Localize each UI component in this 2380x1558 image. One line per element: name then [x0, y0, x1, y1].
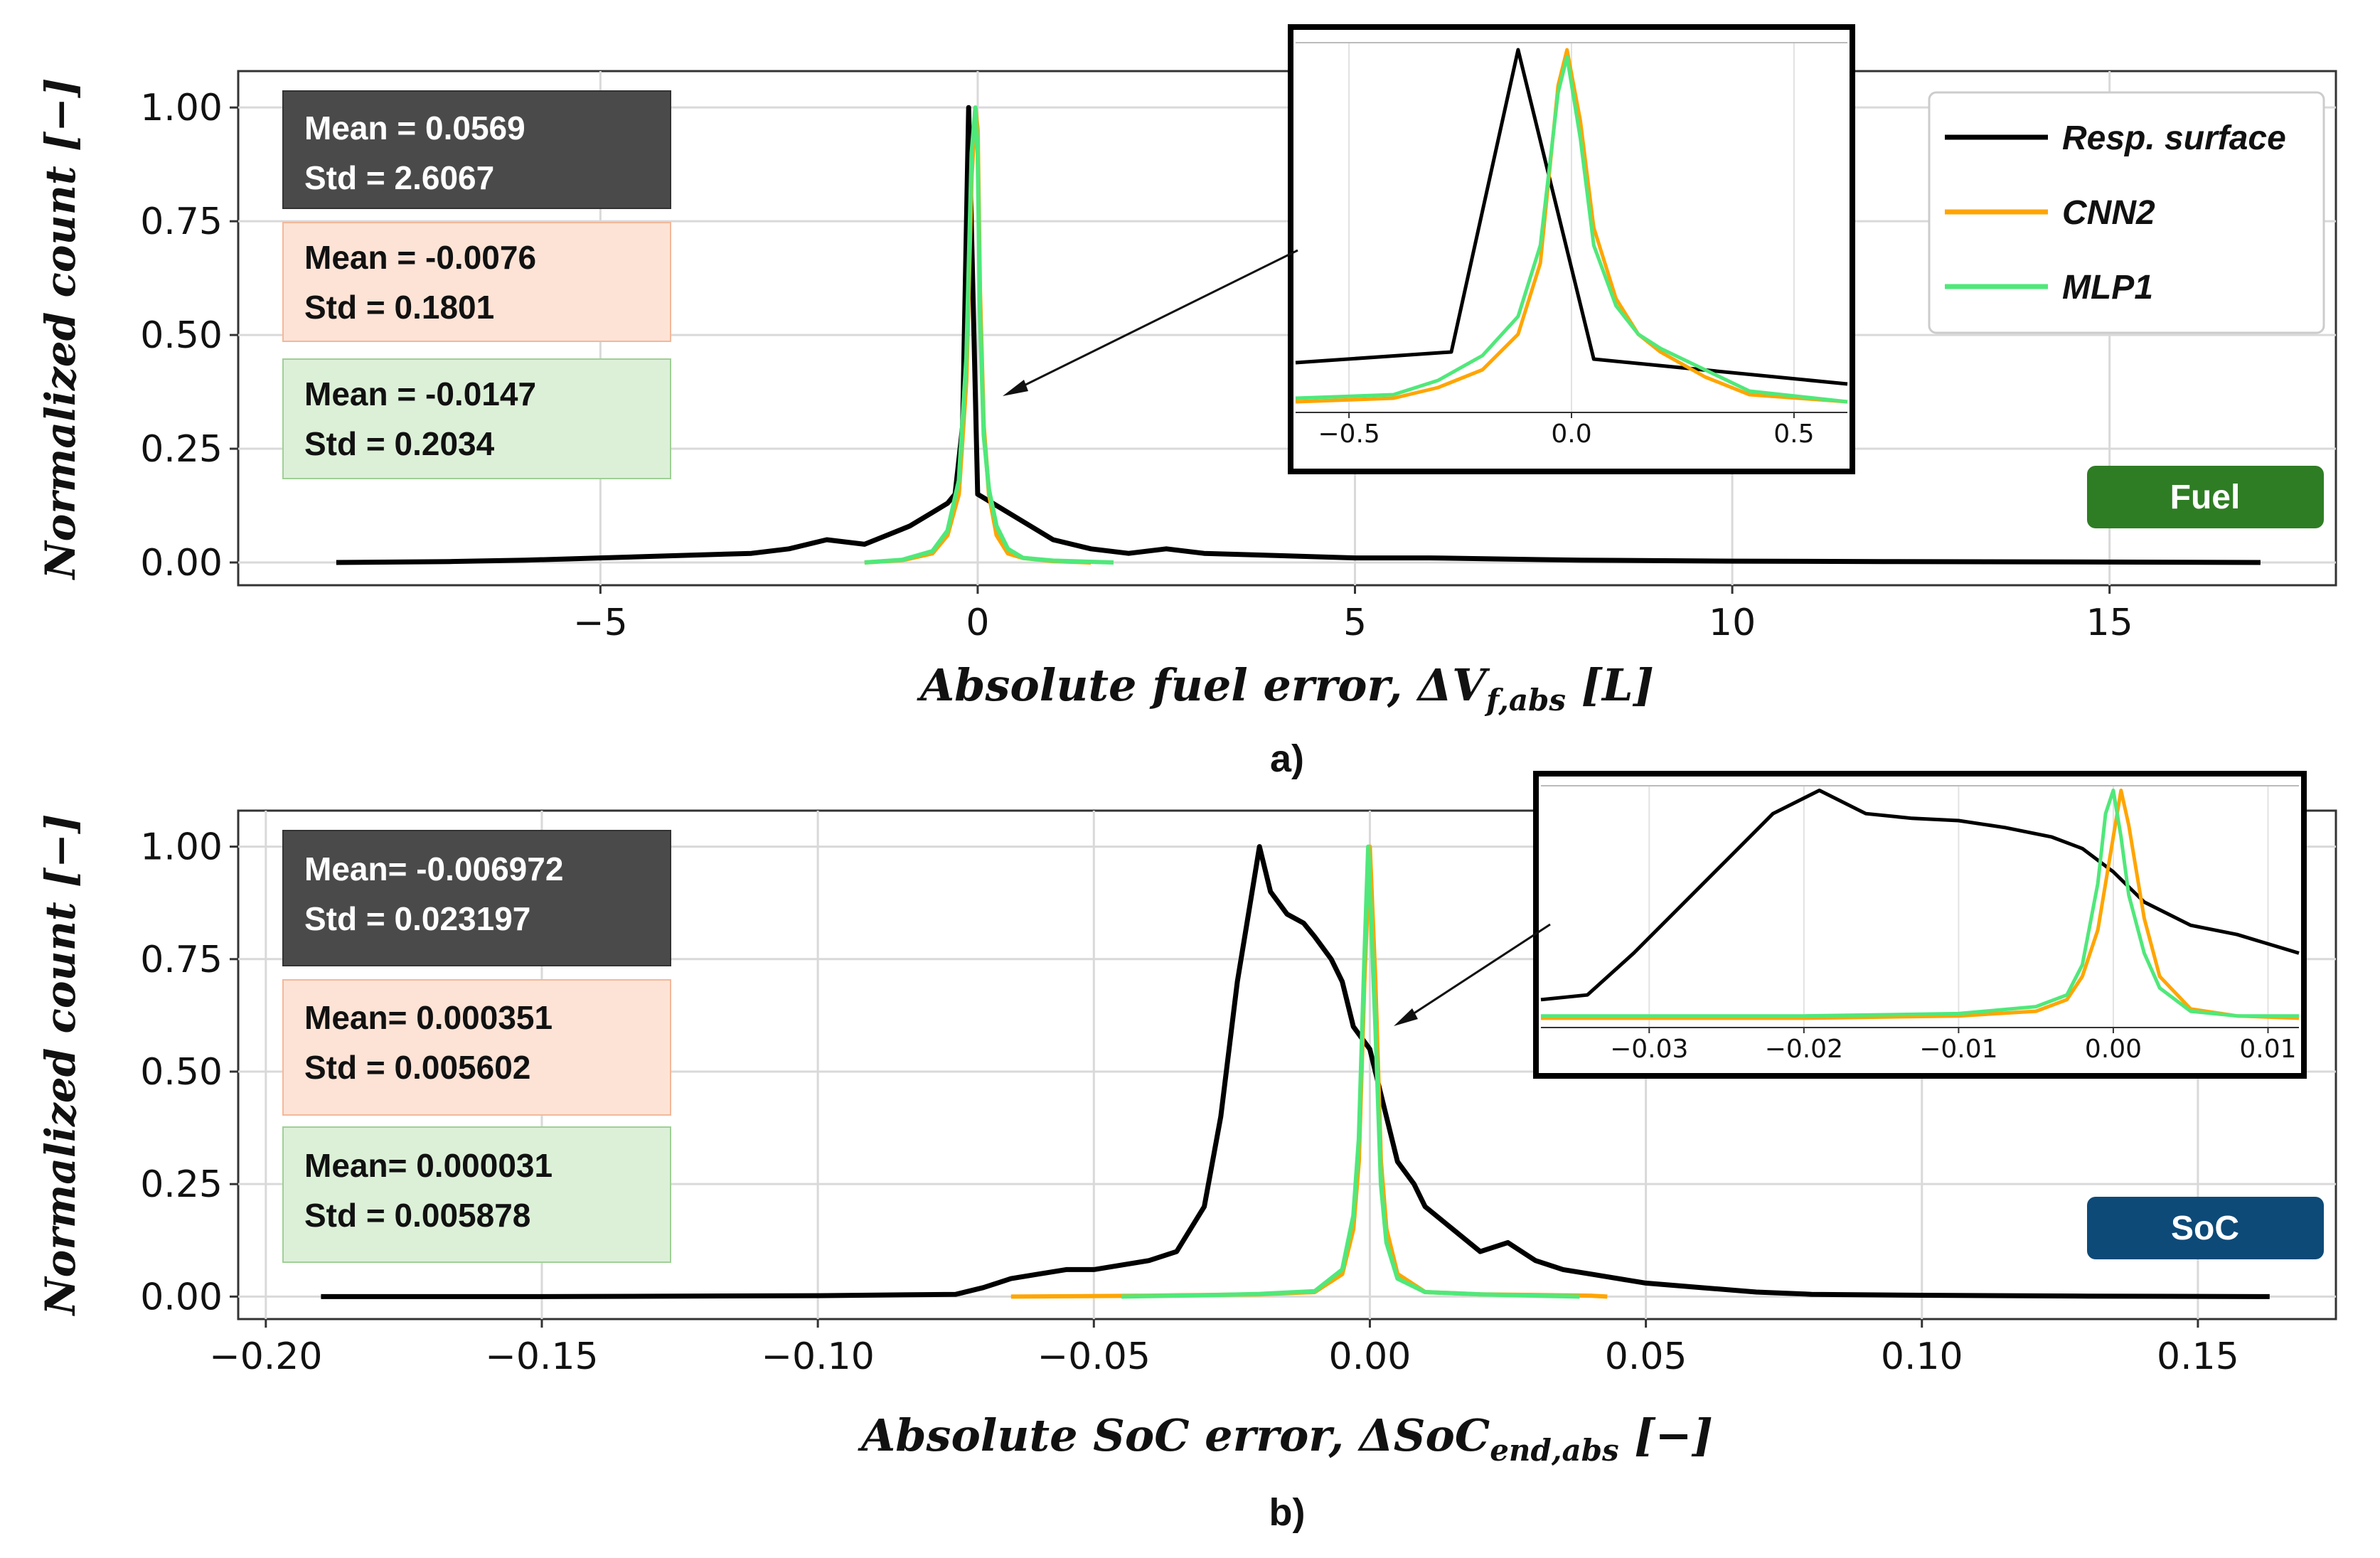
y-tick-label: 0.25 — [140, 1163, 223, 1206]
stat-std: Std = 0.2034 — [304, 425, 495, 462]
legend-label-cnn2: CNN2 — [2062, 194, 2155, 232]
stat-mean: Mean= 0.000351 — [304, 999, 553, 1036]
y-axis-label-a: Normalized count [−] — [36, 78, 85, 581]
stat-mean: Mean = -0.0147 — [304, 375, 536, 412]
inset-a: −0.5 0.0 0.5 — [1288, 24, 1855, 474]
x-tick-label: −0.05 — [1037, 1335, 1151, 1378]
x-tick-label: −0.10 — [761, 1335, 874, 1378]
inset-tick-label: 0.00 — [2085, 1035, 2142, 1064]
stat-mean: Mean= 0.000031 — [304, 1147, 553, 1184]
panel-a: −5 0 5 10 15 0.00 0.25 0.50 0.75 1.00 Normalized … — [36, 24, 2337, 780]
inset-ticks-b: −0.03 −0.02 −0.01 0.00 0.01 — [1541, 1027, 2299, 1064]
inset-tick-label: 0.5 — [1773, 420, 1814, 449]
inset-tick-label: −0.5 — [1318, 420, 1380, 449]
ticks-b: −0.20 −0.15 −0.10 −0.05 0.00 0.05 0.10 0.15 0.00… — [140, 826, 2239, 1378]
svg-text:Fuel: Fuel — [2170, 479, 2241, 516]
y-tick-label: 0.00 — [140, 1276, 223, 1318]
badge-soc: SoC — [2087, 1197, 2324, 1259]
series-b — [321, 844, 2270, 1299]
inset-series-line-cnn2-b — [1541, 789, 2300, 1020]
inset-grid-b — [1541, 785, 2299, 1028]
y-tick-label: 1.00 — [140, 87, 223, 129]
x-axis-label-b: Absolute SoC error, ΔSoCend,abs [−] — [858, 1409, 1713, 1468]
x-tick-label: −5 — [573, 602, 628, 644]
zoom-arrowhead-b — [1394, 1008, 1418, 1026]
stat-box-resp-b: Mean= -0.006972 Std = 0.023197 — [282, 830, 671, 966]
inset-series-line-resp-surface-b — [1540, 789, 2300, 1002]
series-a — [336, 105, 2261, 565]
stat-box-resp-a: Mean = 0.0569 Std = 2.6067 — [282, 90, 671, 209]
series-line-resp-surface-a — [336, 105, 2261, 565]
stat-std: Std = 0.1801 — [304, 289, 494, 326]
x-tick-label: −0.20 — [209, 1335, 322, 1378]
badge-fuel: Fuel — [2087, 466, 2324, 528]
inset-tick-label: −0.01 — [1919, 1035, 1997, 1064]
panel-label-b: b) — [1269, 1491, 1306, 1534]
stat-box-cnn2-b: Mean= 0.000351 Std = 0.005602 — [282, 979, 671, 1116]
series-line-mlp1-b — [1121, 844, 1580, 1299]
x-tick-label: 15 — [2086, 602, 2133, 644]
stat-std: Std = 0.023197 — [304, 900, 530, 937]
y-tick-label: 1.00 — [140, 826, 223, 869]
panel-b: −0.20 −0.15 −0.10 −0.05 0.00 0.05 0.10 0.15 0.00… — [36, 771, 2337, 1534]
inset-series-b — [1540, 789, 2300, 1020]
inset-series-line-mlp1-b — [1541, 789, 2299, 1018]
inset-series-a — [1295, 48, 1848, 404]
series-line-mlp1-a — [864, 105, 1114, 565]
stat-mean: Mean = -0.0076 — [304, 239, 536, 276]
x-tick-label: 0.10 — [1881, 1335, 1963, 1378]
legend: Resp. surface CNN2 MLP1 — [1928, 91, 2325, 334]
x-tick-label: 5 — [1343, 602, 1367, 644]
stat-mean: Mean= -0.006972 — [304, 850, 563, 887]
y-tick-label: 0.25 — [140, 428, 223, 471]
inset-tick-label: 0.0 — [1551, 420, 1591, 449]
stat-box-mlp1-b: Mean= 0.000031 Std = 0.005878 — [282, 1126, 671, 1263]
inset-tick-label: −0.02 — [1765, 1035, 1843, 1064]
inset-series-line-mlp1-a — [1295, 55, 1848, 404]
x-tick-label: −0.15 — [485, 1335, 598, 1378]
series-line-resp-surface-b — [321, 844, 2270, 1299]
y-tick-label: 0.75 — [140, 201, 223, 243]
stat-mean: Mean = 0.0569 — [304, 110, 525, 146]
panel-label-a: a) — [1270, 737, 1304, 780]
stat-box-mlp1-a: Mean = -0.0147 Std = 0.2034 — [282, 358, 671, 479]
inset-grid-a — [1296, 42, 1847, 412]
inset-series-line-resp-surface-a — [1295, 48, 1848, 386]
zoom-arrow-b — [1400, 923, 1551, 1023]
x-tick-label: 0.15 — [2157, 1335, 2239, 1378]
x-tick-label: 0.00 — [1329, 1335, 1412, 1378]
inset-series-line-cnn2-a — [1295, 48, 1848, 404]
inset-tick-label: 0.01 — [2239, 1035, 2296, 1064]
inset-tick-label: −0.03 — [1610, 1035, 1688, 1064]
x-axis-label-a: Absolute fuel error, ΔVf,abs [L] — [917, 659, 1654, 717]
y-tick-label: 0.00 — [140, 542, 223, 585]
ticks-a: −5 0 5 10 15 0.00 0.25 0.50 0.75 1.00 — [140, 87, 2133, 644]
stat-std: Std = 0.005602 — [304, 1049, 530, 1086]
stat-std: Std = 2.6067 — [304, 159, 494, 196]
y-tick-label: 0.50 — [140, 1051, 223, 1094]
x-tick-label: 0.05 — [1605, 1335, 1687, 1378]
stat-box-cnn2-a: Mean = -0.0076 Std = 0.1801 — [282, 222, 671, 342]
x-tick-label: 0 — [966, 602, 989, 644]
zoom-arrowhead-a — [1003, 380, 1028, 396]
y-tick-label: 0.75 — [140, 939, 223, 981]
y-tick-label: 0.50 — [140, 314, 223, 357]
inset-ticks-a: −0.5 0.0 0.5 — [1296, 412, 1847, 449]
zoom-arrow-a — [1009, 249, 1298, 394]
inset-b: −0.03 −0.02 −0.01 0.00 0.01 — [1533, 771, 2307, 1079]
stat-std: Std = 0.005878 — [304, 1197, 530, 1234]
y-axis-label-b: Normalized count [−] — [36, 814, 85, 1317]
legend-label-resp: Resp. surface — [2062, 119, 2286, 157]
x-tick-label: 10 — [1709, 602, 1756, 644]
legend-label-mlp1: MLP1 — [2062, 269, 2153, 306]
svg-text:SoC: SoC — [2171, 1210, 2239, 1247]
